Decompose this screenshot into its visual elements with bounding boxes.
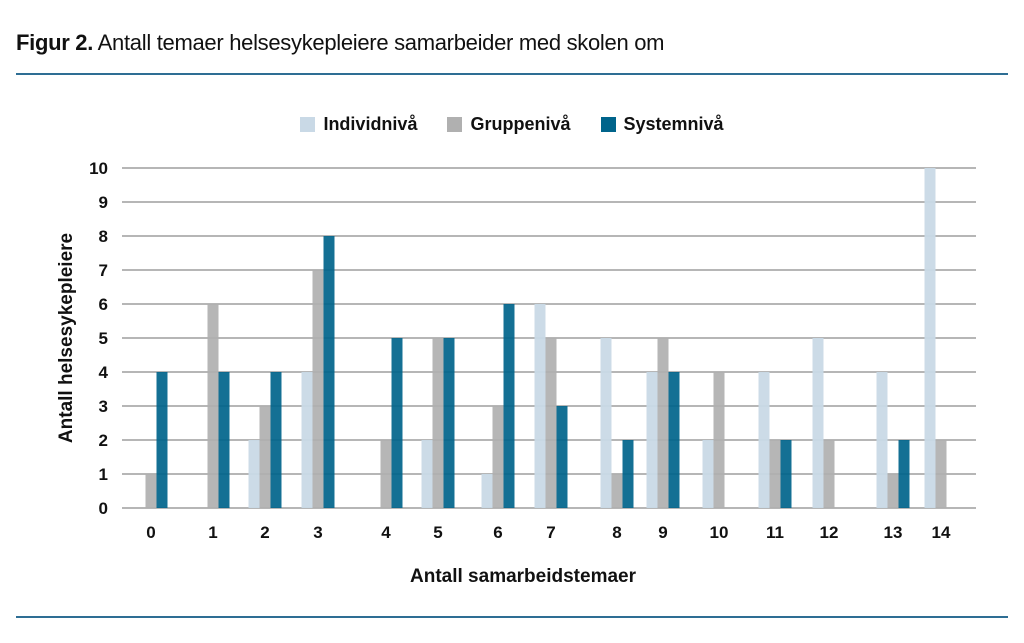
x-tick-label: 11	[766, 523, 784, 542]
figure-number: Figur 2.	[16, 30, 94, 55]
x-tick-label: 4	[381, 523, 391, 542]
x-tick-label: 10	[710, 523, 729, 542]
x-tick-label: 8	[612, 523, 621, 542]
bar-Systemnivå-0	[156, 372, 168, 508]
y-tick-label: 9	[99, 193, 108, 212]
legend-item-individniva: Individnivå	[300, 114, 417, 135]
bar-Individnivå-6	[481, 474, 493, 508]
x-tick-label: 9	[658, 523, 667, 542]
legend-swatch	[600, 117, 616, 132]
bottom-rule	[16, 616, 1008, 618]
bar-Individnivå-3	[301, 372, 313, 508]
bar-Gruppenivå-13	[887, 474, 899, 508]
bar-Individnivå-7	[534, 304, 546, 508]
bar-Individnivå-2	[248, 440, 260, 508]
bar-Gruppenivå-4	[380, 440, 392, 508]
legend-swatch	[300, 117, 316, 132]
bar-Gruppenivå-6	[492, 406, 504, 508]
x-tick-label: 0	[146, 523, 155, 542]
x-axis-label: Antall samarbeidstemaer	[410, 566, 637, 587]
bar-Gruppenivå-1	[207, 304, 219, 508]
bar-Individnivå-10	[702, 440, 714, 508]
y-tick-label: 4	[99, 363, 109, 382]
legend-item-gruppeniva: Gruppenivå	[447, 114, 571, 135]
x-tick-label: 2	[260, 523, 269, 542]
bar-Gruppenivå-3	[312, 270, 324, 508]
legend-label: Systemnivå	[623, 114, 724, 134]
y-tick-label: 6	[99, 295, 108, 314]
y-tick-label: 2	[99, 431, 108, 450]
bar-Individnivå-8	[600, 338, 612, 508]
x-tick-label: 14	[932, 523, 951, 542]
bar-Systemnivå-11	[780, 440, 792, 508]
bar-Systemnivå-4	[391, 338, 403, 508]
x-tick-label: 1	[208, 523, 217, 542]
bar-Gruppenivå-2	[259, 406, 271, 508]
bar-Systemnivå-3	[323, 236, 335, 508]
y-tick-label: 1	[99, 465, 108, 484]
figure-title: Figur 2. Antall temaer helsesykepleiere …	[16, 30, 664, 56]
x-tick-label: 7	[546, 523, 555, 542]
bar-Individnivå-13	[876, 372, 888, 508]
legend-label: Individnivå	[323, 114, 418, 134]
x-tick-label: 3	[313, 523, 322, 542]
y-tick-label: 0	[99, 499, 108, 518]
bar-Systemnivå-5	[443, 338, 455, 508]
bar-Gruppenivå-7	[545, 338, 557, 508]
bar-Systemnivå-8	[622, 440, 634, 508]
figure-caption: Antall temaer helsesykepleiere samarbeid…	[97, 30, 665, 55]
bar-Gruppenivå-9	[657, 338, 669, 508]
x-tick-label: 12	[820, 523, 839, 542]
y-tick-label: 7	[99, 261, 108, 280]
x-tick-label: 13	[884, 523, 903, 542]
y-tick-label: 8	[99, 227, 108, 246]
top-rule	[16, 73, 1008, 75]
bar-Individnivå-5	[421, 440, 433, 508]
bar-Gruppenivå-5	[432, 338, 444, 508]
x-tick-label: 5	[433, 523, 442, 542]
y-tick-label: 3	[99, 397, 108, 416]
legend-item-systemniva: Systemnivå	[600, 114, 724, 135]
legend: Individnivå Gruppenivå Systemnivå	[0, 114, 1024, 135]
bar-Systemnivå-2	[270, 372, 282, 508]
bar-Individnivå-9	[646, 372, 658, 508]
bar-Gruppenivå-11	[769, 440, 781, 508]
bar-Systemnivå-13	[898, 440, 910, 508]
x-tick-label: 6	[493, 523, 502, 542]
bar-Systemnivå-6	[503, 304, 515, 508]
bar-Individnivå-11	[758, 372, 770, 508]
bar-Systemnivå-9	[668, 372, 680, 508]
legend-label: Gruppenivå	[470, 114, 571, 134]
bar-Individnivå-12	[812, 338, 824, 508]
bar-Individnivå-14	[924, 168, 936, 508]
legend-swatch	[447, 117, 463, 132]
y-axis-label: Antall helsesykepleiere	[56, 233, 77, 443]
bar-Systemnivå-7	[556, 406, 568, 508]
y-tick-label: 5	[99, 329, 108, 348]
y-tick-label: 10	[89, 159, 108, 178]
bar-Systemnivå-1	[218, 372, 230, 508]
bar-Gruppenivå-14	[935, 440, 947, 508]
bar-Gruppenivå-10	[713, 372, 725, 508]
bar-Gruppenivå-0	[145, 474, 157, 508]
bar-Gruppenivå-8	[611, 474, 623, 508]
bar-Gruppenivå-12	[823, 440, 835, 508]
